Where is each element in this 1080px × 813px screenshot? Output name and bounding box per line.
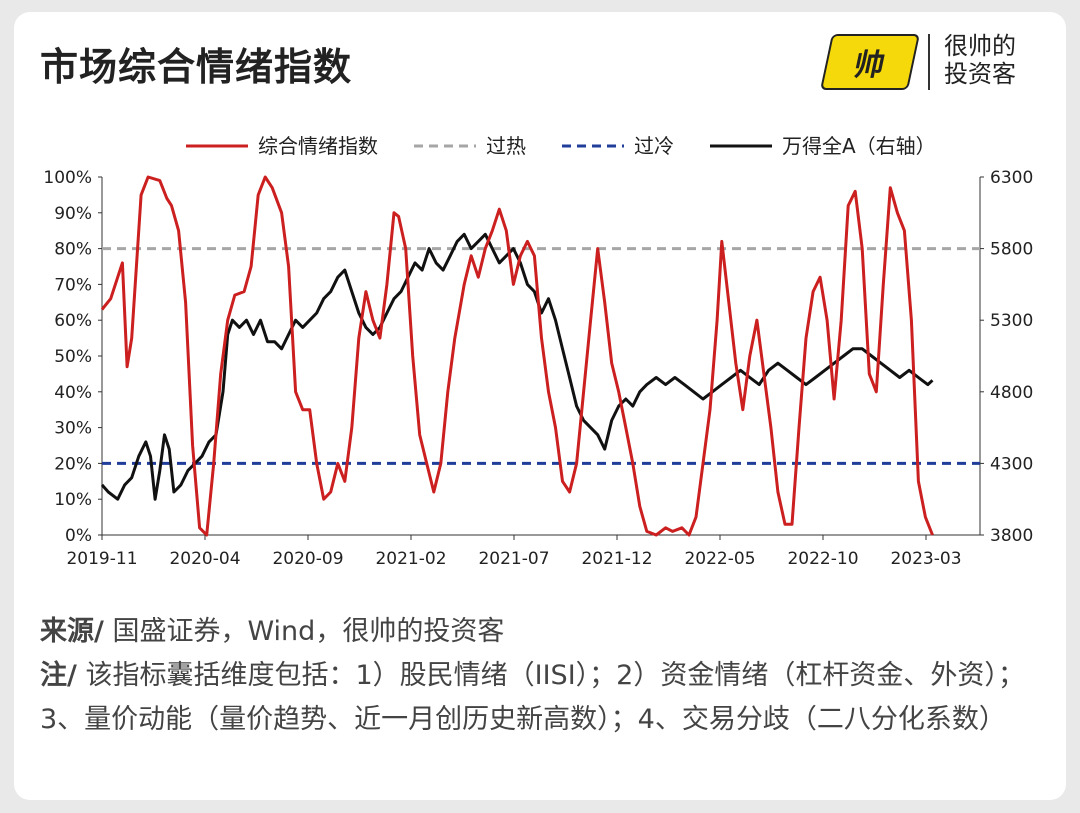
x-tick-label: 2021-07 — [478, 549, 549, 569]
x-tick-label: 2020-09 — [272, 549, 343, 569]
x-tick-label: 2021-02 — [375, 549, 446, 569]
y-right-tick-label: 6300 — [990, 168, 1033, 188]
y-right-tick-label: 4300 — [990, 454, 1033, 474]
x-tick-label: 2022-10 — [787, 549, 858, 569]
legend-label: 过冷 — [634, 134, 674, 158]
chart-legend: 综合情绪指数 过热 过冷 万得全A（右轴） — [186, 134, 936, 158]
logo-divider — [928, 34, 930, 90]
y-left-tick-label: 40% — [54, 383, 92, 403]
sentiment-chart: 综合情绪指数 过热 过冷 万得全A（右轴） 0% 10% 20% 30% 40% 50% 60% 7… — [43, 134, 1033, 569]
x-tick-label: 2021-12 — [581, 549, 652, 569]
series-line-sentiment — [100, 175, 934, 537]
x-tick-label: 2020-04 — [169, 549, 240, 569]
y-left-tick-label: 30% — [54, 419, 92, 439]
note-text: 该指标囊括维度包括：1）股民情绪（IISI）；2）资金情绪（杠杆资金、外资）；3… — [40, 660, 1025, 735]
logo-line-2: 投资客 — [944, 60, 1016, 88]
logo-line-1: 很帅的 — [944, 32, 1016, 60]
chart-notes: 来源/ 国盛证券，Wind，很帅的投资客 注/ 该指标囊括维度包括：1）股民情绪… — [40, 610, 1030, 742]
legend-label: 过热 — [486, 134, 526, 158]
source-text: 国盛证券，Wind，很帅的投资客 — [103, 616, 505, 647]
y-left-tick-label: 0% — [65, 526, 92, 546]
y-left-tick-label: 60% — [54, 311, 92, 331]
y-left-tick-label: 70% — [54, 275, 92, 295]
legend-label: 万得全A（右轴） — [782, 134, 936, 158]
note-label: 注/ — [40, 660, 77, 691]
y-right-tick-label: 5300 — [990, 311, 1033, 331]
y-left-tick-label: 50% — [54, 347, 92, 367]
y-left-tick-label: 10% — [54, 490, 92, 510]
x-tick-label: 2023-03 — [890, 549, 961, 569]
logo-text: 很帅的 投资客 — [944, 32, 1016, 88]
y-right-tick-label: 4800 — [990, 383, 1033, 403]
y-right-tick-label: 3800 — [990, 526, 1033, 546]
y-right-tick-label: 5800 — [990, 240, 1033, 260]
page-title: 市场综合情绪指数 — [40, 45, 353, 89]
source-line: 来源/ 国盛证券，Wind，很帅的投资客 — [40, 610, 1030, 654]
y-left-tick-label: 20% — [54, 454, 92, 474]
source-label: 来源/ — [40, 616, 104, 647]
note-line: 注/ 该指标囊括维度包括：1）股民情绪（IISI）；2）资金情绪（杠杆资金、外资… — [40, 654, 1030, 742]
x-tick-label: 2019-11 — [66, 549, 137, 569]
x-tick-label: 2022-05 — [684, 549, 755, 569]
y-left-tick-label: 80% — [54, 240, 92, 260]
brand-logo: 帅 很帅的 投资客 — [820, 30, 1036, 96]
y-left-tick-label: 90% — [54, 204, 92, 224]
legend-label: 综合情绪指数 — [258, 134, 378, 158]
y-left-tick-label: 100% — [43, 168, 92, 188]
